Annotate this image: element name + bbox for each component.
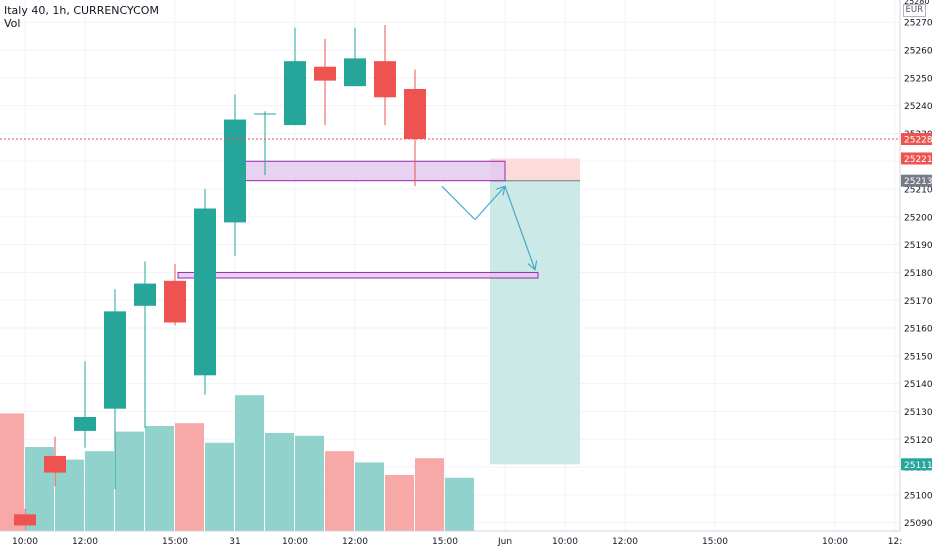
- candle-body: [284, 61, 306, 126]
- volume-bar: [325, 451, 354, 531]
- drawn-zones[interactable]: [177, 160, 539, 279]
- price-tick-label: 25200: [904, 213, 932, 223]
- price-label-last: 25228: [904, 136, 932, 146]
- candle-body: [104, 311, 126, 409]
- volume-bar: [385, 475, 414, 531]
- take-profit-area: [490, 180, 580, 465]
- currency-label: EUR: [902, 4, 926, 17]
- price-tick-label: 25170: [904, 297, 932, 307]
- price-tick-label: 25130: [904, 408, 932, 418]
- price-tick-label: 25190: [904, 241, 932, 251]
- price-label-stop: 25221: [904, 155, 932, 165]
- price-tick-label: 25150: [904, 352, 932, 362]
- volume-bar: [175, 423, 204, 531]
- price-label-bg-entry: [901, 174, 932, 187]
- candles: [14, 25, 426, 531]
- candle-body: [374, 61, 396, 98]
- time-tick-label: 12:00: [72, 537, 98, 547]
- price-tick-label: 25210: [904, 186, 932, 196]
- volume-bars: [0, 395, 474, 531]
- lower-zone: [177, 271, 539, 279]
- price-tick-label: 25260: [904, 47, 932, 57]
- path-segment: [504, 186, 535, 269]
- price-label-target: 25111: [904, 461, 932, 471]
- price-tick-label: 25140: [904, 380, 932, 390]
- candle-body: [344, 58, 366, 87]
- candle-body: [14, 514, 36, 526]
- stop-loss-area: [490, 158, 580, 181]
- time-tick-label: 12:00: [612, 537, 638, 547]
- price-label-bg-last: [901, 133, 932, 146]
- price-tick-label-top: 25280: [904, 0, 929, 6]
- volume-bar: [0, 413, 24, 531]
- price-tick-label: 25090: [904, 519, 932, 529]
- candle-body: [44, 455, 66, 473]
- volume-label: Vol: [4, 17, 21, 30]
- time-tick-label: 15:00: [162, 537, 188, 547]
- price-label-bg-stop: [901, 152, 932, 165]
- volume-bar: [85, 451, 114, 531]
- price-tick-label: 25240: [904, 102, 932, 112]
- volume-bar: [205, 442, 234, 531]
- candle-body: [314, 66, 336, 81]
- price-tick-label: 25180: [904, 269, 932, 279]
- price-tick-label: 25270: [904, 19, 932, 29]
- price-tick-label: 25160: [904, 325, 932, 335]
- volume-bar: [445, 477, 474, 531]
- volume-bar: [415, 458, 444, 531]
- volume-bar: [235, 395, 264, 531]
- position-tool[interactable]: [490, 158, 580, 465]
- upper-zone: [240, 160, 506, 182]
- price-tick-label: 25100: [904, 491, 932, 501]
- time-tick-label: 10:00: [552, 537, 578, 547]
- path-segment: [441, 185, 476, 221]
- time-tick-label: 15:00: [432, 537, 458, 547]
- candle-body: [74, 417, 96, 431]
- candle-body: [134, 283, 156, 306]
- time-tick-label: 10:00: [822, 537, 848, 547]
- price-labels: 25228 25221 25213 25111: [901, 133, 932, 471]
- candle-body: [404, 88, 426, 140]
- candle-body: [164, 280, 186, 323]
- time-tick-label: Jun: [497, 537, 512, 547]
- candle-body: [224, 119, 246, 223]
- price-label-bg-target: [901, 458, 932, 471]
- volume-bar: [145, 426, 174, 531]
- time-tick-label: 12:: [888, 537, 902, 547]
- price-tick-label: 25250: [904, 74, 932, 84]
- time-tick-label: 12:00: [342, 537, 368, 547]
- time-tick-label: 10:00: [12, 537, 38, 547]
- volume-bar: [115, 431, 144, 531]
- candle-body: [194, 208, 216, 376]
- price-label-entry: 25213: [904, 177, 932, 187]
- path-segment: [474, 186, 505, 221]
- time-tick-label: 10:00: [282, 537, 308, 547]
- time-tick-label: 15:00: [702, 537, 728, 547]
- time-tick-label: 31: [229, 537, 240, 547]
- volume-bar: [295, 435, 324, 531]
- volume-bar: [265, 433, 294, 531]
- chart-title: Italy 40, 1h, CURRENCYCOM: [4, 4, 159, 17]
- volume-bar: [355, 462, 384, 531]
- projected-path[interactable]: [441, 185, 535, 269]
- time-axis[interactable]: 10:00 12:00 15:00 31 10:00 12:00 15:00 Jun 10:00…: [0, 530, 902, 547]
- price-tick-label: 25120: [904, 436, 932, 446]
